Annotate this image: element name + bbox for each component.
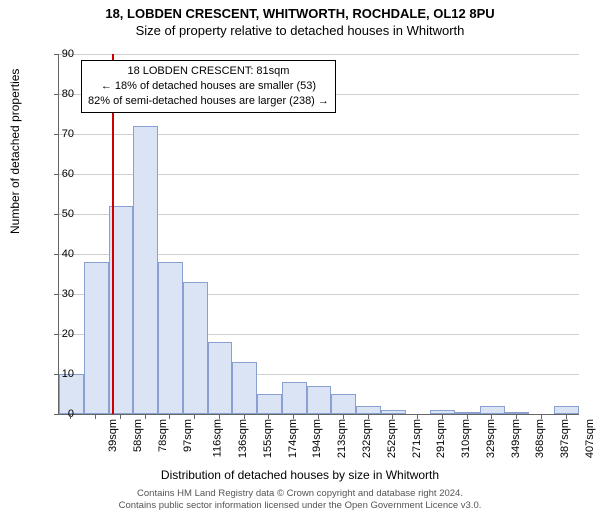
ytick-label: 10	[44, 368, 74, 380]
ytick-label: 60	[44, 168, 74, 180]
ytick-label: 90	[44, 48, 74, 60]
xtick-label: 155sqm	[262, 419, 274, 458]
xtick-label: 232sqm	[361, 419, 373, 458]
xtick-mark	[219, 414, 220, 419]
ytick-label: 80	[44, 88, 74, 100]
xtick-label: 310sqm	[460, 419, 472, 458]
info-box: 18 LOBDEN CRESCENT: 81sqm ← 18% of detach…	[81, 60, 336, 113]
histogram-bar	[455, 412, 480, 414]
xtick-label: 368sqm	[534, 419, 546, 458]
x-axis-label: Distribution of detached houses by size …	[0, 468, 600, 482]
ytick-label: 30	[44, 288, 74, 300]
xtick-label: 116sqm	[212, 419, 224, 457]
xtick-mark	[516, 414, 517, 419]
xtick-mark	[120, 414, 121, 419]
xtick-label: 329sqm	[485, 419, 497, 458]
infobox-line1: 18 LOBDEN CRESCENT: 81sqm	[127, 65, 289, 77]
xtick-label: 97sqm	[182, 419, 194, 452]
y-axis-label: Number of detached properties	[8, 69, 22, 234]
plot-area: 18 LOBDEN CRESCENT: 81sqm ← 18% of detach…	[58, 54, 579, 415]
xtick-mark	[268, 414, 269, 419]
footer-line1: Contains HM Land Registry data © Crown c…	[137, 488, 463, 499]
xtick-mark	[343, 414, 344, 419]
xtick-mark	[145, 414, 146, 419]
xtick-label: 39sqm	[107, 419, 119, 452]
xtick-label: 194sqm	[312, 419, 324, 458]
xtick-mark	[442, 414, 443, 419]
histogram-bar	[356, 406, 381, 414]
histogram-bar	[257, 394, 282, 414]
xtick-mark	[541, 414, 542, 419]
histogram-bar	[480, 406, 505, 414]
histogram-bar	[133, 126, 158, 414]
xtick-label: 252sqm	[386, 419, 398, 458]
xtick-label: 136sqm	[237, 419, 249, 458]
xtick-mark	[392, 414, 393, 419]
xtick-mark	[566, 414, 567, 419]
grid-line	[59, 54, 579, 55]
xtick-mark	[95, 414, 96, 419]
infobox-line2: ← 18% of detached houses are smaller (53…	[101, 80, 316, 92]
ytick-label: 70	[44, 128, 74, 140]
histogram-bar	[554, 406, 579, 414]
histogram-bar	[84, 262, 109, 414]
histogram-bar	[208, 342, 233, 414]
xtick-mark	[194, 414, 195, 419]
xtick-label: 407sqm	[584, 419, 596, 458]
xtick-label: 387sqm	[559, 419, 571, 458]
xtick-mark	[293, 414, 294, 419]
xtick-label: 349sqm	[510, 419, 522, 458]
xtick-mark	[467, 414, 468, 419]
footer-line2: Contains public sector information licen…	[119, 500, 482, 511]
ytick-label: 20	[44, 328, 74, 340]
ytick-label: 50	[44, 208, 74, 220]
xtick-mark	[169, 414, 170, 419]
xtick-mark	[368, 414, 369, 419]
xtick-mark	[244, 414, 245, 419]
histogram-bar	[183, 282, 208, 414]
xtick-label: 58sqm	[132, 419, 144, 452]
xtick-label: 174sqm	[287, 419, 299, 458]
infobox-line3: 82% of semi-detached houses are larger (…	[88, 95, 329, 107]
xtick-label: 271sqm	[411, 419, 423, 458]
xtick-mark	[70, 414, 71, 419]
histogram-bar	[307, 386, 332, 414]
title-address: 18, LOBDEN CRESCENT, WHITWORTH, ROCHDALE…	[0, 0, 600, 21]
histogram-bar	[282, 382, 307, 414]
histogram-bar	[232, 362, 257, 414]
xtick-mark	[318, 414, 319, 419]
histogram-bar	[331, 394, 356, 414]
chart-container: 18, LOBDEN CRESCENT, WHITWORTH, ROCHDALE…	[0, 0, 600, 500]
xtick-label: 78sqm	[157, 419, 169, 452]
ytick-label: 40	[44, 248, 74, 260]
histogram-bar	[158, 262, 183, 414]
histogram-bar	[430, 410, 455, 414]
xtick-mark	[491, 414, 492, 419]
title-subtitle: Size of property relative to detached ho…	[0, 21, 600, 38]
xtick-label: 291sqm	[435, 419, 447, 458]
xtick-label: 213sqm	[336, 419, 348, 458]
xtick-mark	[417, 414, 418, 419]
